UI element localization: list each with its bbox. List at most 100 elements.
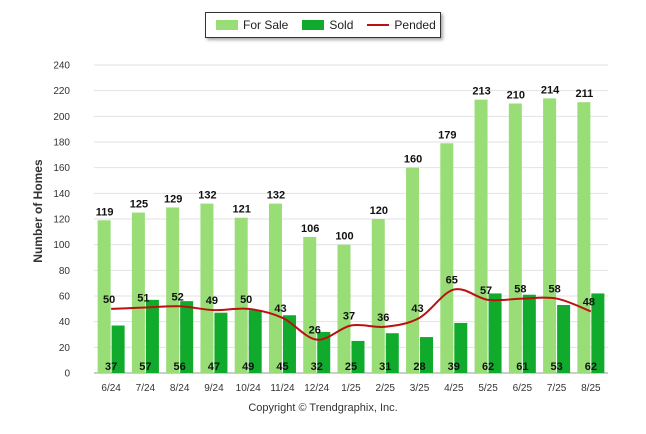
x-tick-label: 1/25	[341, 383, 361, 394]
bar-for-sale	[508, 103, 522, 373]
x-tick-label: 7/25	[547, 383, 567, 394]
bar-sold	[180, 301, 194, 373]
x-tick-label: 8/25	[581, 383, 601, 394]
sold-swatch	[302, 20, 325, 30]
sold-value-label: 56	[174, 361, 186, 373]
bar-for-sale	[543, 98, 557, 373]
x-tick-label: 3/25	[410, 383, 430, 394]
sold-value-label: 39	[448, 361, 460, 373]
bar-sold	[591, 293, 605, 373]
sold-value-label: 53	[550, 361, 562, 373]
y-tick-label: 120	[53, 215, 70, 226]
sold-value-label: 31	[379, 361, 391, 373]
bar-for-sale	[97, 220, 111, 373]
for-sale-value-label: 179	[438, 129, 456, 141]
bar-for-sale	[234, 217, 248, 373]
for-sale-value-label: 211	[575, 88, 593, 100]
pended-value-label: 37	[343, 311, 355, 323]
bar-for-sale	[131, 212, 145, 373]
bar-sold	[282, 315, 296, 373]
y-tick-label: 180	[53, 138, 70, 149]
x-tick-label: 4/25	[444, 383, 464, 394]
pended-value-label: 58	[514, 284, 526, 296]
y-tick-label: 80	[59, 266, 71, 277]
sold-value-label: 49	[242, 361, 254, 373]
x-tick-label: 6/25	[513, 383, 533, 394]
pended-value-label: 26	[309, 325, 321, 337]
pended-value-label: 48	[583, 296, 595, 308]
for-sale-value-label: 132	[267, 190, 285, 202]
pended-value-label: 51	[137, 293, 149, 305]
pended-value-label: 58	[548, 284, 560, 296]
for-sale-value-label: 106	[301, 223, 319, 235]
x-axis: 6/24 7/24 8/24 9/24 10/24 11/24 12/24 1/25 2/25 3…	[101, 383, 601, 394]
pended-value-label: 50	[103, 294, 115, 306]
x-tick-label: 11/24	[270, 383, 295, 394]
x-tick-label: 12/24	[304, 383, 329, 394]
bar-sold	[317, 331, 331, 373]
x-tick-label: 5/25	[478, 383, 498, 394]
for-sale-value-label: 160	[404, 154, 422, 166]
sold-value-label: 45	[276, 361, 288, 373]
legend-item-sold[interactable]: Sold	[302, 18, 353, 32]
bar-for-sale	[268, 203, 282, 373]
pended-line	[111, 288, 592, 341]
bar-for-sale	[200, 203, 214, 373]
for-sale-value-label: 132	[198, 190, 216, 202]
pended-value-label: 49	[206, 295, 218, 307]
x-tick-label: 6/24	[101, 383, 121, 394]
pended-line-layer	[111, 288, 592, 341]
copyright: Copyright © Trendgraphix, Inc.	[248, 402, 398, 414]
bar-sold	[145, 299, 159, 373]
sold-value-label: 62	[585, 361, 597, 373]
legend-label-sold: Sold	[329, 18, 354, 32]
sold-value-label: 61	[516, 361, 528, 373]
x-tick-label: 7/24	[136, 383, 156, 394]
legend: For Sale Sold Pended	[205, 12, 441, 38]
sold-value-label: 32	[311, 361, 323, 373]
legend-item-pended[interactable]: Pended	[367, 18, 436, 32]
legend-label-for-sale: For Sale	[243, 18, 289, 32]
gridlines	[94, 64, 608, 374]
for-sale-value-label: 129	[164, 193, 182, 205]
bar-sold	[351, 340, 365, 373]
for-sale-value-label: 125	[130, 199, 148, 211]
bar-sold	[214, 312, 228, 373]
pended-value-label: 52	[172, 291, 184, 303]
pended-value-label: 65	[446, 275, 458, 287]
bar-sold	[420, 337, 434, 373]
pended-value-label: 43	[411, 303, 423, 315]
pended-value-label: 36	[377, 312, 389, 324]
legend-item-for-sale[interactable]: For Sale	[216, 18, 288, 32]
sold-value-label: 25	[345, 361, 357, 373]
bar-sold	[111, 325, 125, 373]
bar-for-sale	[166, 207, 180, 373]
y-tick-label: 160	[53, 163, 70, 174]
y-axis: 0 20 40 60 80 100 120 140 160 180 200 220 240	[53, 61, 70, 380]
y-tick-label: 200	[53, 112, 70, 123]
sold-value-label: 37	[105, 361, 117, 373]
for-sale-value-label: 210	[507, 90, 525, 102]
for-sale-value-label: 214	[541, 84, 560, 96]
bar-for-sale	[474, 99, 488, 374]
for-sale-value-label: 121	[233, 204, 251, 216]
y-tick-label: 100	[53, 240, 70, 251]
bar-for-sale	[303, 236, 317, 373]
bar-for-sale	[577, 102, 591, 373]
pended-swatch	[367, 24, 390, 26]
y-tick-label: 40	[59, 317, 71, 328]
for-sale-value-label: 119	[96, 206, 114, 218]
data-labels: 119 37 125 57 129 56 132 47 121 49 132 45 106 32 100 25…	[96, 84, 597, 373]
sold-value-label: 57	[139, 361, 151, 373]
legend-label-pended: Pended	[394, 18, 436, 32]
y-tick-label: 0	[64, 369, 70, 380]
y-axis-label: Number of Homes	[31, 159, 45, 263]
y-tick-label: 220	[53, 86, 70, 97]
y-tick-label: 20	[59, 343, 71, 354]
pended-value-label: 43	[274, 303, 286, 315]
for-sale-swatch	[216, 20, 238, 30]
pended-value-label: 50	[240, 294, 252, 306]
pended-value-label: 57	[480, 285, 492, 297]
sold-value-label: 47	[208, 361, 220, 373]
